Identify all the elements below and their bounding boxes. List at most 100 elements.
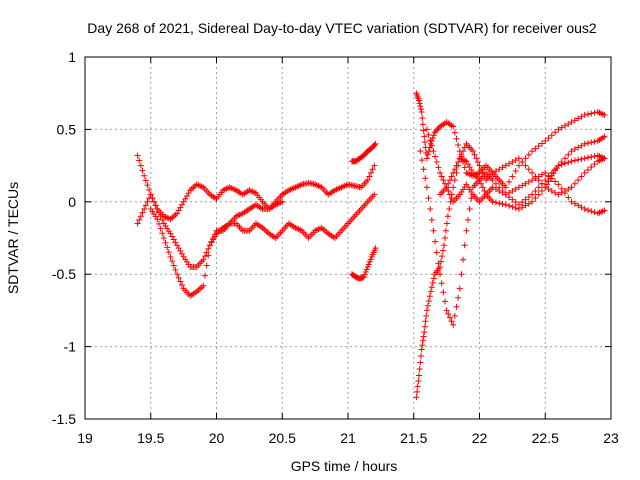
data-point [433, 127, 440, 134]
data-point [134, 220, 141, 227]
grid-lines [85, 57, 611, 419]
data-point [425, 195, 432, 202]
data-point [446, 191, 453, 198]
data-point [435, 124, 442, 131]
data-point [509, 158, 516, 165]
data-point [424, 302, 431, 309]
data-point [525, 194, 532, 201]
data-point [565, 194, 572, 201]
data-point [478, 166, 485, 173]
data-point [502, 201, 509, 208]
data-point [584, 207, 591, 214]
data-point [512, 199, 519, 206]
data-point [548, 187, 555, 194]
x-tick-label: 19 [77, 430, 93, 446]
series-arc-a [134, 152, 378, 223]
y-tick-label: -1.5 [52, 411, 76, 427]
data-point [201, 272, 208, 279]
data-point [142, 177, 149, 184]
data-point [144, 182, 151, 189]
data-point [136, 216, 143, 223]
data-point [492, 180, 499, 187]
data-point [492, 186, 499, 193]
data-point [428, 216, 435, 223]
data-point [417, 106, 424, 113]
data-point [455, 294, 462, 301]
data-point [418, 157, 425, 164]
data-point [499, 164, 506, 171]
data-point [414, 383, 421, 390]
chart-title: Day 268 of 2021, Sidereal Day-to-day VTE… [87, 20, 597, 36]
y-tick-label: -0.5 [52, 266, 76, 282]
data-point [453, 303, 460, 310]
data-points [134, 90, 608, 401]
data-point [147, 191, 154, 198]
data-point [414, 388, 421, 395]
data-point [419, 342, 426, 349]
data-point [571, 180, 578, 187]
data-point [439, 253, 446, 260]
data-point [552, 129, 559, 136]
x-tick-label: 20 [209, 430, 225, 446]
x-tick-label: 23 [603, 430, 619, 446]
data-point [440, 242, 447, 249]
data-point [428, 284, 435, 291]
data-point [279, 198, 286, 205]
data-point [450, 184, 457, 191]
data-point [555, 181, 562, 188]
data-point [433, 249, 440, 256]
data-point [499, 200, 506, 207]
data-point [568, 119, 575, 126]
data-point [208, 238, 215, 245]
data-point [461, 242, 468, 249]
data-point [427, 206, 434, 213]
data-point [200, 282, 207, 289]
data-point [434, 126, 441, 133]
data-point [371, 191, 378, 198]
data-point [423, 307, 430, 314]
data-point [417, 353, 424, 360]
data-point [157, 225, 164, 232]
data-point [372, 140, 379, 147]
data-point [489, 177, 496, 184]
data-point [591, 138, 598, 145]
data-point [542, 177, 549, 184]
x-tick-label: 21 [340, 430, 356, 446]
data-point [164, 244, 171, 251]
data-point [141, 172, 148, 179]
data-point [506, 160, 513, 167]
data-point [455, 158, 462, 165]
data-point [437, 263, 444, 270]
data-point [473, 155, 480, 162]
data-point [426, 293, 433, 300]
data-point [581, 155, 588, 162]
data-point [422, 175, 429, 182]
data-point [581, 111, 588, 118]
data-point [364, 177, 371, 184]
data-point [152, 202, 159, 209]
data-point [421, 133, 428, 140]
data-point [423, 126, 430, 133]
data-point [502, 191, 509, 198]
data-point [432, 153, 439, 160]
data-point [205, 245, 212, 252]
data-point [443, 184, 450, 191]
data-point [548, 132, 555, 139]
data-point [478, 180, 485, 187]
data-point [445, 311, 452, 318]
data-point [578, 156, 585, 163]
data-point [446, 177, 453, 184]
data-point [417, 103, 424, 110]
series-arc-e [348, 140, 379, 165]
data-point [416, 372, 423, 379]
data-point [512, 204, 519, 211]
data-point [419, 115, 426, 122]
data-point [423, 184, 430, 191]
data-point [575, 156, 582, 163]
data-point [532, 145, 539, 152]
data-point [519, 182, 526, 189]
data-point [601, 111, 608, 118]
data-point [149, 195, 156, 202]
data-point [489, 184, 496, 191]
